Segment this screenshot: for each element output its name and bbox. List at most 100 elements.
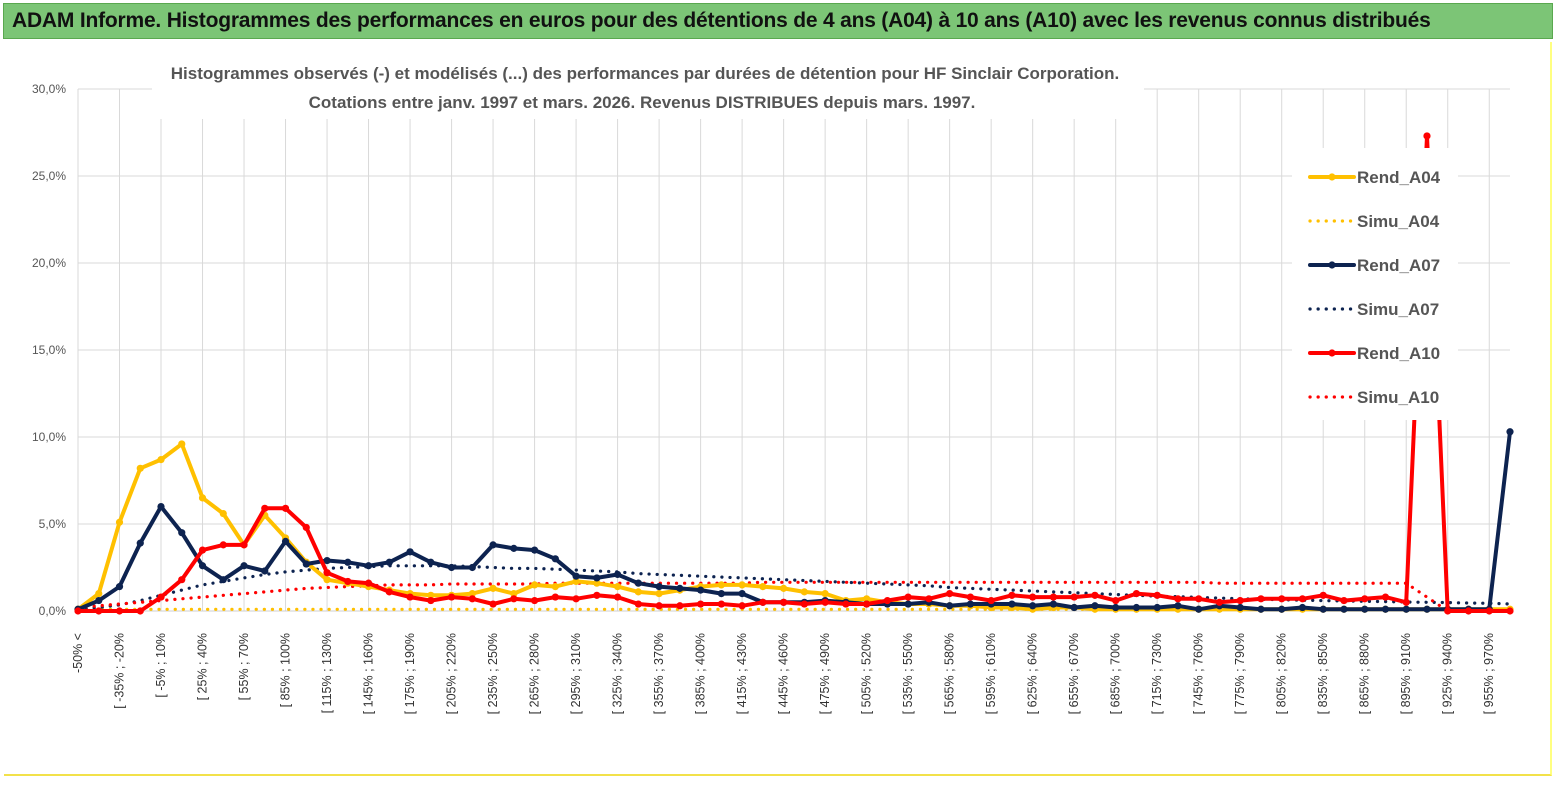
chart-frame bbox=[4, 42, 1552, 776]
x-tick-label: [ 535% ; 550% bbox=[901, 633, 915, 714]
legend-label-rend-a10: Rend_A10 bbox=[1357, 344, 1440, 363]
point-rend-a07 bbox=[697, 586, 705, 594]
point-rend-a10 bbox=[1402, 598, 1410, 606]
point-rend-a07 bbox=[1070, 603, 1078, 612]
point-rend-a07 bbox=[468, 563, 476, 572]
point-rend-a04 bbox=[738, 581, 746, 589]
point-rend-a10 bbox=[738, 602, 746, 610]
x-tick-label: [ 745% ; 760% bbox=[1192, 633, 1206, 714]
point-rend-a07 bbox=[1361, 605, 1369, 613]
series-lines bbox=[74, 132, 1514, 615]
point-rend-a07 bbox=[261, 567, 269, 575]
point-rend-a10 bbox=[406, 593, 414, 601]
point-rend-a07 bbox=[344, 558, 352, 566]
point-rend-a10 bbox=[447, 593, 456, 601]
point-rend-a04 bbox=[800, 588, 808, 596]
point-rend-a10 bbox=[1070, 593, 1078, 601]
point-rend-a04 bbox=[863, 595, 871, 603]
point-rend-a04 bbox=[510, 590, 518, 598]
point-rend-a07 bbox=[1506, 428, 1514, 436]
point-rend-a07 bbox=[1132, 603, 1141, 612]
point-rend-a07 bbox=[198, 562, 207, 570]
point-rend-a04 bbox=[717, 581, 725, 589]
point-rend-a07 bbox=[157, 503, 165, 511]
x-tick-label: [ 805% ; 820% bbox=[1275, 633, 1289, 714]
point-rend-a10 bbox=[1112, 596, 1120, 605]
point-rend-a07 bbox=[510, 544, 518, 552]
point-rend-a04 bbox=[427, 591, 435, 599]
point-rend-a10 bbox=[551, 593, 559, 601]
point-rend-a10 bbox=[780, 598, 788, 606]
y-tick-label: 25,0% bbox=[32, 169, 66, 183]
point-rend-a10 bbox=[157, 593, 165, 601]
point-rend-a07 bbox=[1008, 600, 1016, 608]
point-rend-a07 bbox=[946, 602, 954, 610]
point-rend-a10 bbox=[987, 596, 995, 605]
point-rend-a10 bbox=[1381, 593, 1390, 601]
point-rend-a10 bbox=[821, 598, 829, 606]
x-tick-label: [ 775% ; 790% bbox=[1233, 633, 1247, 714]
point-rend-a10 bbox=[966, 593, 975, 601]
point-rend-a10 bbox=[1236, 596, 1244, 605]
point-rend-a07 bbox=[1319, 605, 1327, 613]
point-rend-a07 bbox=[1174, 602, 1182, 610]
point-rend-a07 bbox=[427, 558, 435, 566]
point-rend-a07 bbox=[1402, 605, 1410, 613]
point-rend-a10 bbox=[863, 600, 871, 608]
title-background bbox=[152, 57, 1144, 119]
x-tick-label: [ 835% ; 850% bbox=[1316, 633, 1330, 714]
x-tick-label: [ 445% ; 460% bbox=[777, 633, 791, 714]
point-rend-a07 bbox=[219, 576, 227, 584]
point-rend-a04 bbox=[489, 584, 497, 592]
point-rend-a10 bbox=[1029, 593, 1037, 601]
y-tick-label: 30,0% bbox=[32, 82, 66, 96]
point-rend-a04 bbox=[821, 590, 829, 598]
point-rend-a07 bbox=[1298, 603, 1307, 612]
point-rend-a10 bbox=[323, 569, 331, 577]
legend: Rend_A04 Simu_A04 Rend_A07 Simu_A07 Rend_A10… bbox=[1308, 168, 1441, 407]
point-rend-a10 bbox=[1423, 132, 1431, 140]
point-rend-a07 bbox=[385, 558, 393, 566]
point-rend-a04 bbox=[219, 509, 227, 518]
report-banner-title: ADAM Informe. Histogrammes des performan… bbox=[3, 3, 1553, 39]
point-rend-a07 bbox=[738, 590, 746, 598]
x-tick-label: [ 895% ; 910% bbox=[1399, 633, 1413, 714]
point-rend-a04 bbox=[759, 583, 767, 591]
x-tick-label: [ 595% ; 610% bbox=[984, 633, 998, 714]
point-rend-a07 bbox=[613, 570, 622, 579]
point-rend-a04 bbox=[136, 464, 144, 472]
point-rend-a10 bbox=[1319, 591, 1327, 599]
point-rend-a10 bbox=[1049, 593, 1058, 601]
point-rend-a07 bbox=[1195, 605, 1203, 613]
point-rend-a04 bbox=[551, 583, 559, 591]
y-tick-label: 5,0% bbox=[39, 517, 67, 531]
x-tick-label: [ -5% ; 10% bbox=[154, 633, 168, 698]
point-rend-a07 bbox=[302, 560, 310, 568]
point-rend-a07 bbox=[447, 563, 456, 572]
point-rend-a07 bbox=[281, 537, 290, 546]
point-rend-a10 bbox=[1153, 591, 1161, 599]
x-tick-label: [ 385% ; 400% bbox=[694, 633, 708, 714]
point-rend-a07 bbox=[136, 539, 144, 547]
chart-title-line2: Cotations entre janv. 1997 et mars. 2026… bbox=[309, 93, 976, 112]
point-rend-a10 bbox=[1340, 596, 1348, 605]
y-tick-label: 10,0% bbox=[32, 430, 66, 444]
x-tick-label: [ 175% ; 190% bbox=[403, 633, 417, 714]
point-rend-a04 bbox=[178, 440, 186, 448]
point-rend-a07 bbox=[178, 529, 186, 537]
point-rend-a10 bbox=[1444, 607, 1452, 615]
point-rend-a04 bbox=[572, 577, 580, 586]
x-axis-ticks: -50% < [ -35% ; -20% [ -5% ; 10% [ 25% ; 40… bbox=[71, 633, 1496, 714]
x-tick-label: [ 55% ; 70% bbox=[237, 633, 251, 700]
point-rend-a07 bbox=[115, 583, 124, 591]
point-rend-a10 bbox=[1174, 595, 1182, 603]
point-rend-a10 bbox=[655, 602, 663, 610]
series-rend-a04 bbox=[76, 442, 1512, 612]
y-tick-label: 0,0% bbox=[39, 604, 67, 618]
point-rend-a10 bbox=[634, 600, 642, 608]
point-rend-a04 bbox=[593, 579, 601, 587]
x-tick-label: [ 715% ; 730% bbox=[1150, 633, 1164, 714]
point-rend-a07 bbox=[240, 562, 248, 570]
point-rend-a07 bbox=[1029, 602, 1037, 610]
point-rend-a07 bbox=[1423, 605, 1431, 613]
